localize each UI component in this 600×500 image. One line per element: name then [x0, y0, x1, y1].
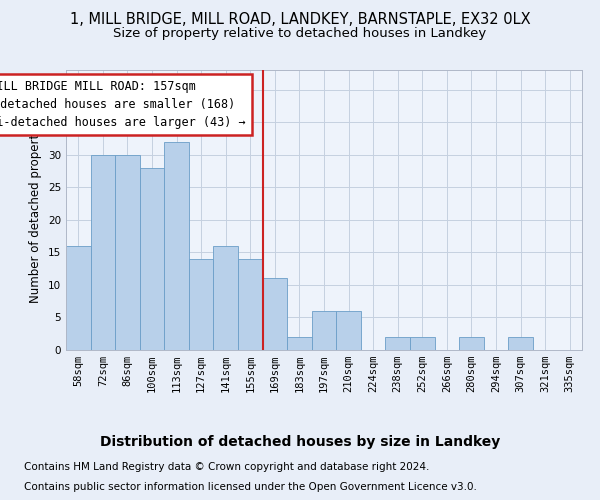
- Bar: [312, 311, 336, 350]
- Bar: [410, 337, 434, 350]
- Bar: [189, 259, 214, 350]
- Bar: [385, 337, 410, 350]
- Text: Size of property relative to detached houses in Landkey: Size of property relative to detached ho…: [113, 28, 487, 40]
- Text: 1 MILL BRIDGE MILL ROAD: 157sqm
← 80% of detached houses are smaller (168)
20% o: 1 MILL BRIDGE MILL ROAD: 157sqm ← 80% of…: [0, 80, 246, 129]
- Text: Distribution of detached houses by size in Landkey: Distribution of detached houses by size …: [100, 435, 500, 449]
- Bar: [214, 246, 238, 350]
- Bar: [238, 259, 263, 350]
- Bar: [115, 154, 140, 350]
- Bar: [263, 278, 287, 350]
- Bar: [66, 246, 91, 350]
- Bar: [164, 142, 189, 350]
- Text: Contains HM Land Registry data © Crown copyright and database right 2024.: Contains HM Land Registry data © Crown c…: [24, 462, 430, 472]
- Bar: [140, 168, 164, 350]
- Bar: [336, 311, 361, 350]
- Bar: [459, 337, 484, 350]
- Bar: [287, 337, 312, 350]
- Text: Contains public sector information licensed under the Open Government Licence v3: Contains public sector information licen…: [24, 482, 477, 492]
- Bar: [508, 337, 533, 350]
- Bar: [91, 154, 115, 350]
- Y-axis label: Number of detached properties: Number of detached properties: [29, 117, 43, 303]
- Text: 1, MILL BRIDGE, MILL ROAD, LANDKEY, BARNSTAPLE, EX32 0LX: 1, MILL BRIDGE, MILL ROAD, LANDKEY, BARN…: [70, 12, 530, 28]
